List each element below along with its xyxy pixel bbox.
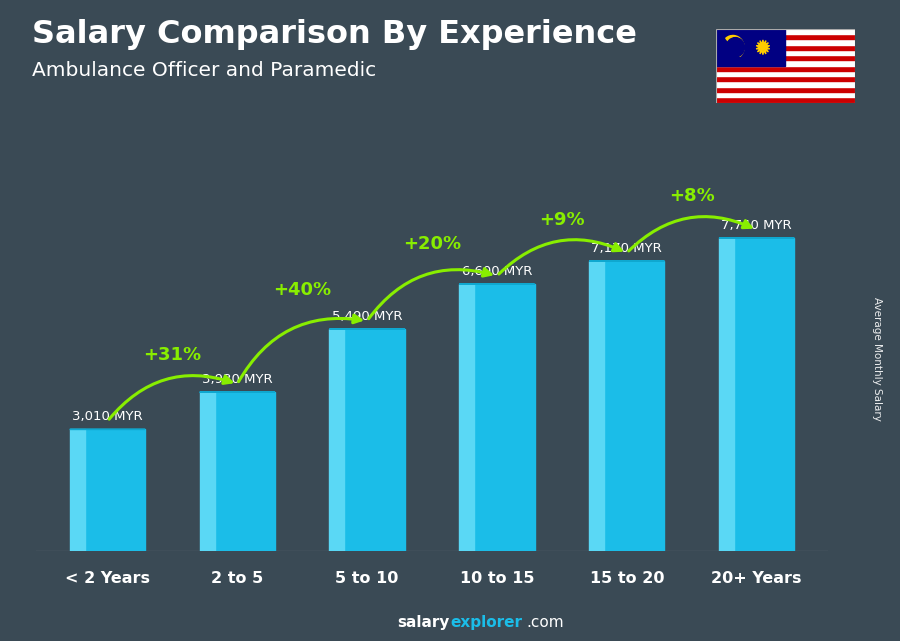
Text: explorer: explorer xyxy=(450,615,522,630)
Bar xyxy=(716,60,855,66)
Bar xyxy=(590,261,604,551)
Bar xyxy=(345,329,405,551)
Text: +20%: +20% xyxy=(403,235,461,253)
Bar xyxy=(716,76,855,81)
Bar xyxy=(215,392,274,551)
Bar xyxy=(604,261,664,551)
Bar xyxy=(716,39,855,45)
Text: Ambulance Officer and Paramedic: Ambulance Officer and Paramedic xyxy=(32,61,375,80)
Text: 3,010 MYR: 3,010 MYR xyxy=(72,410,143,423)
Text: +9%: +9% xyxy=(539,211,585,229)
Text: 7,170 MYR: 7,170 MYR xyxy=(591,242,662,255)
Bar xyxy=(716,97,855,103)
Bar xyxy=(716,87,855,92)
Bar xyxy=(716,65,855,71)
Bar xyxy=(716,55,855,60)
Text: .com: .com xyxy=(526,615,564,630)
Text: 5,490 MYR: 5,490 MYR xyxy=(332,310,402,323)
Polygon shape xyxy=(756,40,770,54)
Bar xyxy=(719,238,734,551)
Bar xyxy=(716,50,855,55)
Text: +8%: +8% xyxy=(669,187,715,204)
Bar xyxy=(716,45,855,50)
Bar xyxy=(716,29,785,66)
Bar xyxy=(716,29,855,34)
Text: 7,740 MYR: 7,740 MYR xyxy=(721,219,792,232)
Text: +40%: +40% xyxy=(273,281,331,299)
Bar xyxy=(716,34,855,39)
Bar xyxy=(85,429,145,551)
Bar xyxy=(734,238,794,551)
Bar xyxy=(200,392,215,551)
Bar xyxy=(716,71,855,76)
Bar xyxy=(716,92,855,97)
Text: 6,600 MYR: 6,600 MYR xyxy=(462,265,532,278)
Bar xyxy=(70,429,85,551)
Bar xyxy=(459,284,474,551)
Circle shape xyxy=(726,38,744,57)
Text: salary: salary xyxy=(398,615,450,630)
Text: +31%: +31% xyxy=(143,345,202,364)
Text: Average Monthly Salary: Average Monthly Salary xyxy=(872,297,883,421)
Text: 3,930 MYR: 3,930 MYR xyxy=(202,373,273,386)
Wedge shape xyxy=(725,35,744,56)
Bar xyxy=(474,284,535,551)
Bar xyxy=(716,81,855,87)
Bar xyxy=(329,329,345,551)
Text: Salary Comparison By Experience: Salary Comparison By Experience xyxy=(32,19,636,50)
